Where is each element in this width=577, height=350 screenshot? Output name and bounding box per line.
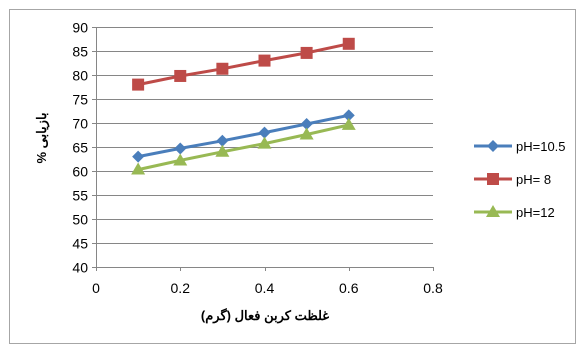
series-1	[132, 37, 355, 91]
x-tick-label: 0.8	[423, 280, 443, 296]
legend-label: pH= 8	[516, 172, 551, 187]
y-tick-label: 40	[72, 260, 88, 276]
legend-item: pH=10.5	[474, 139, 566, 154]
y-tick-label: 65	[72, 140, 88, 156]
y-axis-title: بازیابی %	[34, 112, 50, 163]
data-point	[132, 78, 145, 91]
axes	[92, 27, 434, 271]
y-tick-label: 85	[72, 44, 88, 60]
x-tick-label: 0	[92, 280, 100, 296]
data-point	[300, 117, 313, 130]
data-point	[174, 69, 187, 82]
data-series	[131, 37, 356, 175]
x-tick-label: 0.2	[171, 280, 191, 296]
data-point	[299, 127, 314, 140]
data-point	[257, 136, 272, 149]
data-point	[131, 162, 146, 175]
chart-border	[9, 9, 576, 344]
series-line	[137, 123, 350, 172]
y-tick-label: 80	[72, 68, 88, 84]
legend: pH=10.5 pH= 8 pH=12	[474, 139, 566, 220]
x-axis-title: غلظت کربن فعال (گرم)	[201, 307, 329, 324]
legend-marker	[486, 205, 500, 217]
x-tick-label: 0.6	[339, 280, 359, 296]
y-tick-label: 70	[72, 116, 88, 132]
series-2	[131, 117, 356, 175]
legend-label: pH=12	[516, 205, 555, 220]
data-point	[174, 142, 187, 155]
series-0	[132, 109, 355, 163]
data-point	[300, 46, 313, 59]
legend-label: pH=10.5	[516, 139, 566, 154]
series-line	[137, 42, 350, 87]
data-point	[216, 62, 229, 75]
y-tick-label: 75	[72, 92, 88, 108]
data-point	[132, 150, 145, 163]
y-tick-label: 60	[72, 164, 88, 180]
legend-marker	[487, 140, 499, 152]
data-point	[342, 109, 355, 122]
data-point	[258, 54, 271, 67]
x-tick-label: 0.4	[255, 280, 275, 296]
data-point	[215, 144, 230, 157]
y-tick-label: 45	[72, 236, 88, 252]
legend-item: pH= 8	[474, 172, 551, 187]
data-point	[341, 117, 356, 130]
tick-labels: 40 45 50 55 60 65 70 75 80 85 90 0 0.2 0.4 0.6 0.8	[72, 20, 443, 297]
data-point	[342, 37, 355, 50]
y-tick-label: 50	[72, 212, 88, 228]
data-point	[216, 134, 229, 147]
legend-item: pH=12	[474, 205, 555, 220]
y-tick-label: 90	[72, 20, 88, 36]
data-point	[258, 126, 271, 139]
series-line	[137, 113, 350, 159]
data-point	[173, 153, 188, 166]
gridlines	[96, 27, 433, 244]
y-tick-label: 55	[72, 188, 88, 204]
legend-marker	[487, 173, 499, 185]
